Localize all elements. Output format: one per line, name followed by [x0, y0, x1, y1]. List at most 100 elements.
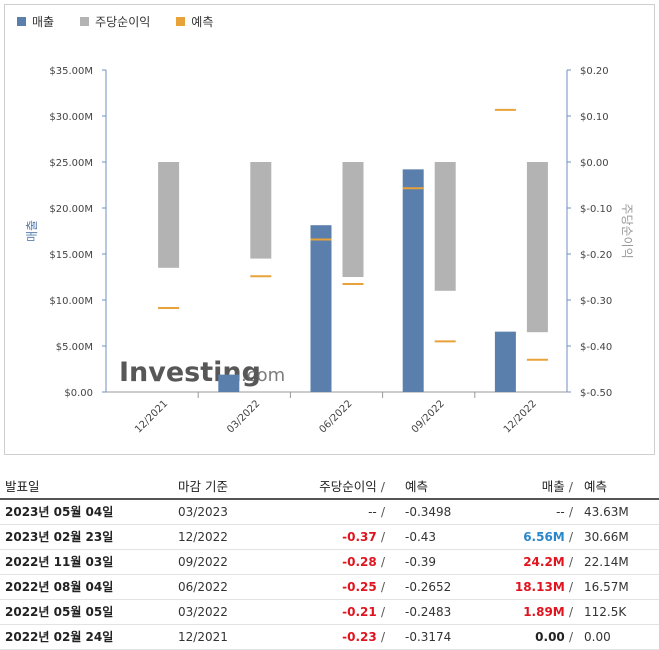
revenue-bar [310, 225, 332, 392]
header-revenue-forecast[interactable]: 예측 [584, 479, 608, 494]
row-revenue-forecast: 16.57M [584, 580, 629, 594]
row-revenue-sep: / [568, 605, 573, 619]
row-revenue-forecast: 0.00 [584, 630, 611, 644]
row-eps-forecast: -0.39 [405, 555, 437, 569]
row-revenue-value: 0.00 [535, 630, 565, 644]
row-eps-sep: / [380, 580, 385, 594]
row-date: 2023년 02월 23일 [5, 530, 114, 544]
eps-swatch-icon [80, 17, 90, 26]
row-date: 2022년 02월 24일 [5, 630, 114, 644]
header-eps[interactable]: 주당순이익 / [319, 476, 385, 498]
header-revenue-sep: / [568, 479, 573, 494]
table-row: 2022년 11월 03일 09/2022 -0.28 /-0.39 24.2M /2… [0, 550, 659, 575]
earnings-chart-svg: Investing.com $35.00M $30.00M $25.00M $20.00… [25, 66, 634, 435]
table-header-row: 발표일 마감 기준 주당순이익 / 예측 매출 / 예측 [0, 476, 659, 500]
row-eps-forecast: -0.2483 [405, 605, 452, 619]
legend-label-forecast: 예측 [191, 15, 214, 29]
row-eps-sep: / [380, 605, 385, 619]
row-eps-sep: / [380, 555, 385, 569]
eps-bar [342, 162, 364, 277]
row-period: 03/2022 [178, 605, 228, 619]
header-eps-forecast[interactable]: 예측 [405, 479, 429, 494]
row-date: 2022년 11월 03일 [5, 555, 114, 569]
header-eps-sep: / [380, 479, 385, 494]
row-revenue-forecast: 30.66M [584, 530, 629, 544]
right-tick-label: $-0.50 [580, 388, 612, 399]
row-period: 09/2022 [178, 555, 228, 569]
right-tick-label: $-0.20 [580, 250, 612, 261]
row-revenue: 24.2M / [523, 550, 573, 574]
row-eps-forecast: -0.2652 [405, 580, 452, 594]
row-date: 2022년 08월 04일 [5, 580, 114, 594]
row-eps: -0.23 / [342, 625, 385, 649]
row-revenue: 1.89M / [523, 600, 573, 624]
left-tick-label: $25.00M [49, 158, 93, 169]
row-revenue: 6.56M / [523, 525, 573, 549]
earnings-table: 발표일 마감 기준 주당순이익 / 예측 매출 / 예측 2023년 05월 0… [0, 476, 659, 650]
header-revenue-label: 매출 [541, 479, 565, 494]
row-period: 12/2021 [178, 630, 228, 644]
eps-bar [526, 162, 548, 333]
row-eps-value: -0.37 [342, 530, 377, 544]
left-tick-label: $35.00M [49, 66, 93, 77]
row-revenue-value: 6.56M [523, 530, 565, 544]
table-row: 2022년 05월 05일 03/2022 -0.21 / -0.2483 1.89M … [0, 600, 659, 625]
left-tick-label: $20.00M [49, 204, 93, 215]
right-tick-label: $0.00 [580, 158, 609, 169]
row-revenue-sep: / [568, 580, 573, 594]
row-revenue-forecast: 43.63M [584, 505, 629, 519]
category-label: 12/2022 [502, 398, 539, 435]
row-eps: -0.37 / [342, 525, 385, 549]
row-eps-value: -0.23 [342, 630, 377, 644]
row-eps-value: -0.21 [342, 605, 377, 619]
left-tick-label: $30.00M [49, 112, 93, 123]
row-eps-forecast: -0.43 [405, 530, 437, 544]
row-revenue-sep: / [568, 630, 573, 644]
category-label: 06/2022 [317, 398, 354, 435]
category-label: 12/2021 [133, 398, 170, 435]
right-tick-label: $-0.10 [580, 204, 612, 215]
legend-label-eps: 주당순이익 [95, 15, 151, 29]
eps-bar [158, 162, 180, 268]
right-axis-title: 주당순이익 [620, 203, 634, 258]
right-tick-label: $0.10 [580, 112, 609, 123]
legend-item-eps[interactable]: 주당순이익 [80, 13, 150, 30]
header-period[interactable]: 마감 기준 [178, 479, 228, 494]
chart-legend: 매출 주당순이익 예측 [17, 13, 213, 30]
left-axis-title: 매출 [25, 220, 39, 242]
row-period: 03/2023 [178, 505, 228, 519]
forecast-swatch-icon [176, 17, 186, 26]
row-date: 2022년 05월 05일 [5, 605, 114, 619]
row-revenue-sep: / [568, 505, 573, 519]
row-eps-sep: / [380, 530, 385, 544]
right-tick-label: $-0.40 [580, 342, 612, 353]
eps-bar [250, 162, 272, 259]
row-revenue-value: 24.2M [523, 555, 565, 569]
row-eps: -0.21 / [342, 600, 385, 624]
row-eps: -0.28 / [342, 550, 385, 574]
row-eps: -0.25 / [342, 575, 385, 599]
row-revenue-sep: / [568, 530, 573, 544]
row-eps-sep: / [380, 630, 385, 644]
row-date: 2023년 05월 04일 [5, 505, 114, 519]
row-period: 06/2022 [178, 580, 228, 594]
table-body: 2023년 05월 04일 03/2023 -- / -0.3498 -- / 43.63… [0, 500, 659, 650]
left-tick-label: $5.00M [56, 342, 93, 353]
row-revenue-sep: / [568, 555, 573, 569]
legend-item-forecast[interactable]: 예측 [176, 13, 213, 30]
table-row: 2023년 05월 04일 03/2023 -- / -0.3498 -- / 43.63… [0, 500, 659, 525]
row-eps-value: -0.25 [342, 580, 377, 594]
header-revenue[interactable]: 매출 / [542, 476, 573, 498]
row-eps-sep: / [380, 505, 385, 519]
row-revenue: 0.00 / [535, 625, 573, 649]
row-revenue-value: 18.13M [514, 580, 565, 594]
revenue-swatch-icon [17, 17, 26, 26]
header-date[interactable]: 발표일 [5, 479, 40, 494]
table-row: 2023년 02월 23일 12/2022 -0.37 / -0.43 6.56M / 3… [0, 525, 659, 550]
right-tick-label: $0.20 [580, 66, 609, 77]
row-eps-value: -0.28 [342, 555, 377, 569]
legend-item-revenue[interactable]: 매출 [17, 13, 54, 30]
row-revenue-value: 1.89M [523, 605, 565, 619]
row-eps-forecast: -0.3498 [405, 505, 452, 519]
watermark-suffix: .com [241, 365, 285, 386]
